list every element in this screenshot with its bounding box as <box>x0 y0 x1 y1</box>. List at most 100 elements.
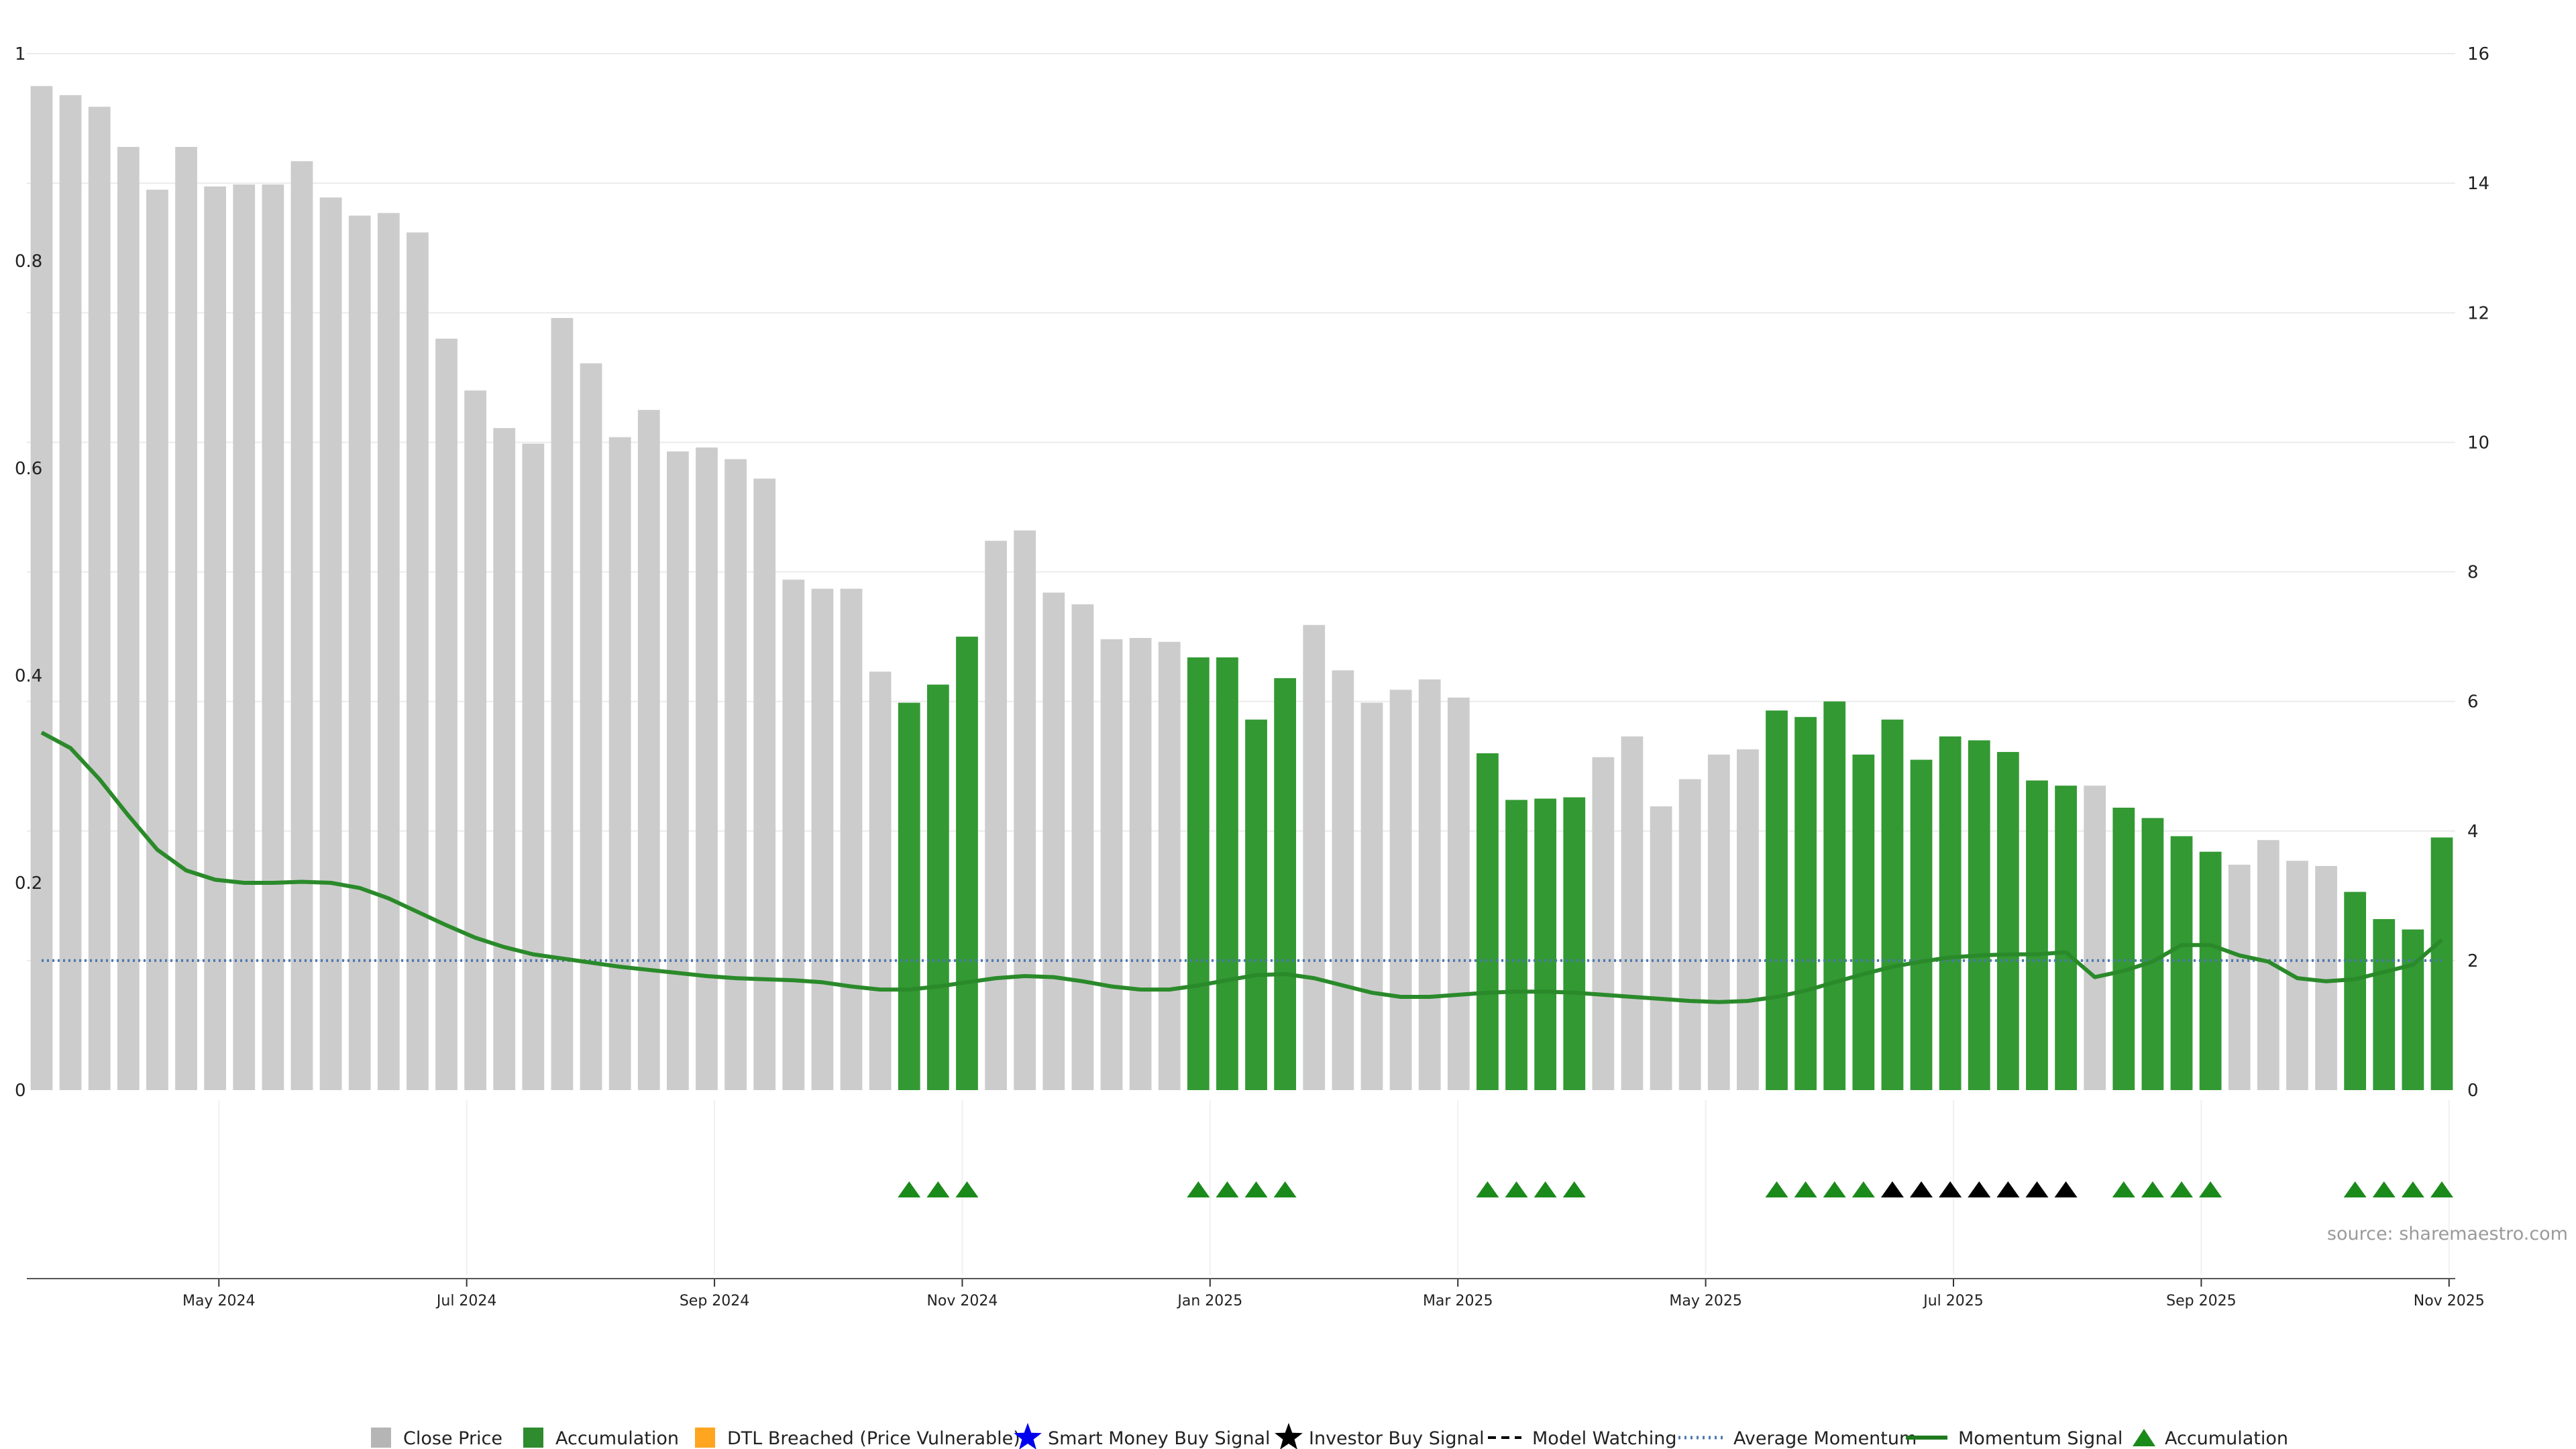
x-axis: May 2024 Jul 2024 Sep 2024 Nov 2024 Jan 2025… <box>27 1278 2485 1309</box>
accumulation-marker <box>926 1181 950 1197</box>
accumulation-marker <box>2170 1181 2194 1197</box>
close-price-bar <box>551 317 574 1091</box>
legend-icon <box>2133 1429 2155 1446</box>
accumulation-marker <box>2199 1181 2222 1197</box>
accumulation-marker <box>1851 1181 1875 1197</box>
close-price-bar <box>1303 625 1326 1090</box>
close-price-bar <box>146 189 168 1090</box>
accumulation-bar <box>1852 754 1875 1090</box>
legend-label: Momentum Signal <box>1958 1428 2123 1449</box>
accumulation-bar <box>1477 753 1499 1090</box>
accumulation-bar <box>2170 836 2193 1090</box>
momentum-lines <box>40 731 2443 1004</box>
accumulation-bar <box>1563 797 1586 1090</box>
accumulation-bar <box>956 637 978 1090</box>
close-price-bar <box>1447 697 1470 1090</box>
right-tick-label: 4 <box>2467 822 2479 842</box>
close-price-bar <box>1100 639 1123 1090</box>
close-price-bar <box>1014 530 1036 1090</box>
accumulation-marker <box>955 1181 979 1197</box>
accumulation-bar <box>2026 780 2048 1090</box>
close-price-bar <box>1678 779 1701 1090</box>
investor-buy-marker <box>1968 1181 1991 1197</box>
close-price-bar <box>985 541 1007 1090</box>
accumulation-marker <box>2141 1181 2164 1197</box>
legend-label: Average Momentum <box>1733 1428 1917 1449</box>
close-price-bar <box>319 197 342 1090</box>
close-price-bar <box>1332 670 1354 1090</box>
legend-label: Model Watching <box>1532 1428 1676 1449</box>
close-price-bar <box>1360 702 1383 1090</box>
momentum-signal-line <box>40 731 2443 1004</box>
close-price-bar <box>88 107 111 1090</box>
close-price-bar <box>117 147 140 1090</box>
right-tick-label: 14 <box>2467 174 2489 194</box>
close-price-bar <box>1418 679 1441 1090</box>
accumulation-marker <box>1562 1181 1586 1197</box>
close-price-bar <box>2228 864 2251 1090</box>
x-tick-label: May 2025 <box>1669 1293 1741 1309</box>
right-tick-label: 2 <box>2467 951 2479 971</box>
accumulation-bar <box>2402 929 2424 1090</box>
legend-icon <box>371 1428 391 1448</box>
right-tick-label: 8 <box>2467 563 2479 583</box>
accumulation-bar <box>2373 919 2396 1090</box>
investor-buy-marker <box>1910 1181 1933 1197</box>
close-price-bar <box>782 580 805 1090</box>
accumulation-bar <box>2055 786 2077 1090</box>
close-price-bar <box>377 213 400 1091</box>
accumulation-marker <box>2112 1181 2135 1197</box>
close-price-bar <box>175 147 197 1090</box>
right-tick-label: 0 <box>2467 1081 2479 1101</box>
close-price-bar <box>811 588 834 1090</box>
close-price-bar <box>435 338 458 1090</box>
x-tick-label: May 2024 <box>182 1293 255 1309</box>
accumulation-marker <box>1765 1181 1788 1197</box>
left-tick-label: 0.8 <box>15 252 42 272</box>
close-price-bar <box>1621 736 1644 1090</box>
x-tick-label: Jul 2024 <box>435 1293 497 1309</box>
source-label: source: sharemaestro.com <box>2327 1224 2568 1244</box>
close-price-bar <box>522 443 545 1090</box>
accumulation-marker <box>1244 1181 1268 1197</box>
close-price-bar <box>2084 786 2106 1090</box>
close-price-bar <box>1650 806 1672 1090</box>
legend-label: Smart Money Buy Signal <box>1048 1428 1271 1449</box>
close-price-bar <box>753 478 776 1090</box>
accumulation-bar <box>898 702 920 1090</box>
close-price-bar <box>348 215 371 1090</box>
accumulation-bar <box>2344 892 2367 1090</box>
right-tick-label: 16 <box>2467 44 2489 64</box>
accumulation-marker <box>2430 1181 2453 1197</box>
investor-buy-marker <box>1939 1181 1962 1197</box>
x-tick-label: Jan 2025 <box>1176 1293 1242 1309</box>
accumulation-marker <box>1823 1181 1846 1197</box>
legend-label: Accumulation <box>555 1428 679 1449</box>
x-tick-label: Sep 2025 <box>2166 1293 2236 1309</box>
close-price-bar <box>290 161 313 1091</box>
left-tick-label: 1 <box>15 44 26 64</box>
close-price-bar <box>637 410 660 1090</box>
legend-label: Accumulation <box>2165 1428 2288 1449</box>
close-price-bar <box>464 390 487 1090</box>
legend-icon <box>1014 1423 1042 1449</box>
accumulation-marker <box>1273 1181 1297 1197</box>
left-tick-label: 0.4 <box>15 666 42 686</box>
legend-label: DTL Breached (Price Vulnerable) <box>727 1428 1020 1449</box>
investor-buy-marker <box>1996 1181 2020 1197</box>
close-price-bar <box>262 184 284 1090</box>
accumulation-bar <box>2141 818 2164 1090</box>
close-price-bar <box>493 428 516 1090</box>
accumulation-bar <box>1505 800 1527 1090</box>
accumulation-bar <box>1245 719 1267 1090</box>
x-tick-label: Jul 2025 <box>1922 1293 1984 1309</box>
signal-panel <box>218 1100 2453 1275</box>
investor-buy-marker <box>2054 1181 2078 1197</box>
right-axis: 0 2 4 6 8 10 12 14 16 <box>2467 44 2489 1101</box>
accumulation-marker <box>2343 1181 2367 1197</box>
x-tick-label: Nov 2025 <box>2414 1293 2485 1309</box>
accumulation-bar <box>1968 740 1990 1090</box>
accumulation-bar <box>2112 807 2135 1090</box>
close-price-bar <box>724 459 747 1090</box>
